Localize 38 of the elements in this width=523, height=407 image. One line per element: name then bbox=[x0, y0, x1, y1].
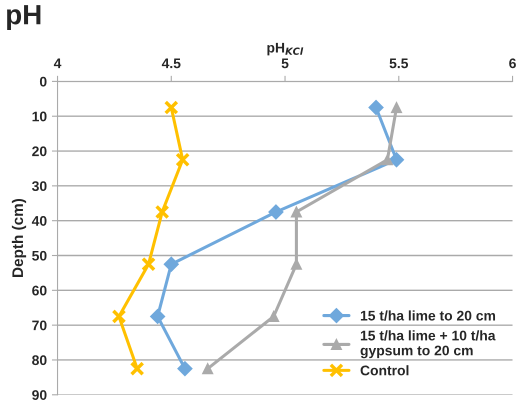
y-tick-label: 0 bbox=[40, 76, 47, 87]
y-tick-label: 40 bbox=[32, 216, 47, 226]
point bbox=[290, 206, 302, 218]
point bbox=[390, 102, 402, 114]
x-tick-label: 6 bbox=[509, 58, 516, 68]
x-tick-label: 5.5 bbox=[390, 58, 408, 68]
x-tick-label: 5 bbox=[282, 58, 289, 68]
chart-title: pH bbox=[7, 5, 40, 30]
y-tick-label: 80 bbox=[32, 355, 47, 366]
y-tick-label: 50 bbox=[32, 250, 47, 261]
legend-label: 15 t/ha lime + 10 t/ha gypsum to 20 cm bbox=[360, 330, 496, 358]
point bbox=[150, 308, 166, 324]
point bbox=[382, 154, 393, 166]
point bbox=[141, 256, 156, 272]
legend-label: 15 t/ha lime to 20 cm bbox=[360, 310, 496, 321]
point bbox=[112, 309, 126, 324]
point bbox=[268, 310, 280, 322]
point bbox=[154, 204, 170, 220]
point bbox=[368, 100, 384, 116]
y-tick-label: 20 bbox=[32, 146, 47, 156]
point bbox=[164, 256, 179, 272]
y-tick-label: 10 bbox=[32, 112, 47, 122]
y-tick-label: 60 bbox=[32, 286, 47, 296]
point bbox=[164, 100, 179, 115]
y-tick-label: 70 bbox=[32, 320, 47, 330]
y-tick-label: 90 bbox=[32, 390, 47, 400]
point bbox=[388, 152, 404, 168]
x-axis-title: pH$_{KCl}$ bbox=[267, 42, 304, 56]
point bbox=[130, 361, 144, 376]
y-tick-label: 30 bbox=[32, 181, 47, 192]
legend-label: Control bbox=[360, 365, 408, 376]
y-axis-title: Depth (cm) bbox=[12, 198, 26, 277]
point bbox=[202, 363, 214, 374]
x-tick-label: 4.5 bbox=[162, 58, 181, 68]
point bbox=[268, 204, 284, 220]
point bbox=[175, 152, 190, 168]
x-tick-label: 4 bbox=[54, 58, 62, 68]
point bbox=[177, 361, 193, 376]
